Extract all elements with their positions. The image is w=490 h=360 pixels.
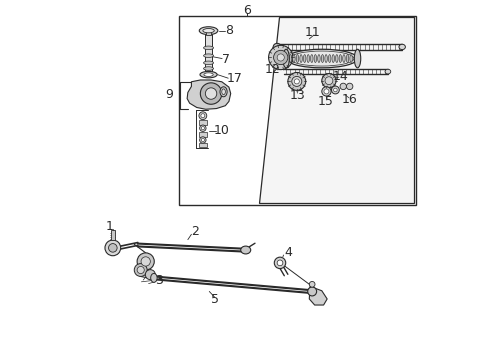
Text: 10: 10 [214,124,229,137]
Text: 6: 6 [243,4,251,17]
Ellipse shape [289,55,292,63]
Ellipse shape [286,49,358,68]
Circle shape [201,127,204,130]
Circle shape [205,88,217,99]
Ellipse shape [203,67,214,70]
Ellipse shape [328,55,331,63]
Ellipse shape [293,55,295,63]
Ellipse shape [203,28,214,33]
Circle shape [340,83,346,90]
Ellipse shape [222,89,225,95]
Circle shape [137,266,144,274]
Polygon shape [309,287,327,305]
Circle shape [199,125,206,131]
Ellipse shape [241,246,251,254]
Bar [198,120,207,125]
Ellipse shape [303,55,306,63]
Text: 17: 17 [226,72,242,85]
Circle shape [201,138,204,141]
Circle shape [322,87,331,96]
Circle shape [141,257,150,266]
Circle shape [134,264,147,276]
Ellipse shape [336,55,338,63]
Text: 1: 1 [105,220,113,233]
Circle shape [324,89,329,94]
Ellipse shape [332,55,335,63]
Circle shape [322,73,336,88]
Ellipse shape [311,55,313,63]
Ellipse shape [321,55,324,63]
Ellipse shape [325,55,327,63]
Text: 14: 14 [333,70,348,83]
Ellipse shape [385,69,391,74]
Ellipse shape [283,49,289,68]
Bar [206,30,211,35]
Circle shape [277,260,283,266]
Circle shape [294,79,299,84]
Circle shape [201,114,205,118]
Circle shape [346,83,353,90]
Text: 16: 16 [342,93,358,106]
Circle shape [273,50,288,64]
Text: 4: 4 [284,246,292,258]
Polygon shape [259,18,414,203]
Bar [179,16,416,205]
Circle shape [146,270,155,280]
Ellipse shape [343,55,345,63]
Ellipse shape [308,287,317,296]
Bar [205,34,212,73]
Ellipse shape [200,71,217,78]
Ellipse shape [204,73,213,76]
Text: 3: 3 [155,274,163,287]
Ellipse shape [203,46,214,50]
Polygon shape [187,80,231,109]
Ellipse shape [151,273,157,282]
Ellipse shape [203,54,214,58]
Text: 15: 15 [318,95,333,108]
Circle shape [199,137,206,143]
Circle shape [105,240,121,256]
Ellipse shape [354,49,361,68]
Circle shape [331,86,339,94]
Ellipse shape [314,55,317,63]
Ellipse shape [339,55,342,63]
Ellipse shape [307,55,310,63]
Circle shape [109,244,117,252]
Circle shape [325,77,333,85]
Bar [111,230,115,240]
Text: 12: 12 [265,63,280,76]
Ellipse shape [318,55,320,63]
Circle shape [277,54,284,61]
Circle shape [137,253,154,270]
Ellipse shape [220,87,227,97]
Bar [198,132,207,137]
Ellipse shape [199,27,218,35]
Text: 11: 11 [305,26,321,39]
Circle shape [292,76,302,86]
Text: 13: 13 [290,89,305,102]
Ellipse shape [399,44,405,50]
Ellipse shape [273,43,281,50]
Text: 8: 8 [225,24,233,37]
Ellipse shape [300,55,302,63]
Ellipse shape [350,55,352,63]
Ellipse shape [346,55,349,63]
Text: 2: 2 [191,225,199,238]
Text: 5: 5 [211,293,219,306]
Circle shape [288,72,306,90]
Text: 9: 9 [166,89,173,102]
Ellipse shape [203,61,214,64]
Bar [198,143,207,148]
Text: 7: 7 [222,53,230,66]
Ellipse shape [296,55,299,63]
Circle shape [269,45,293,69]
Circle shape [200,83,222,104]
Circle shape [334,88,337,92]
Circle shape [309,282,315,287]
Circle shape [199,112,207,120]
Circle shape [274,257,286,269]
